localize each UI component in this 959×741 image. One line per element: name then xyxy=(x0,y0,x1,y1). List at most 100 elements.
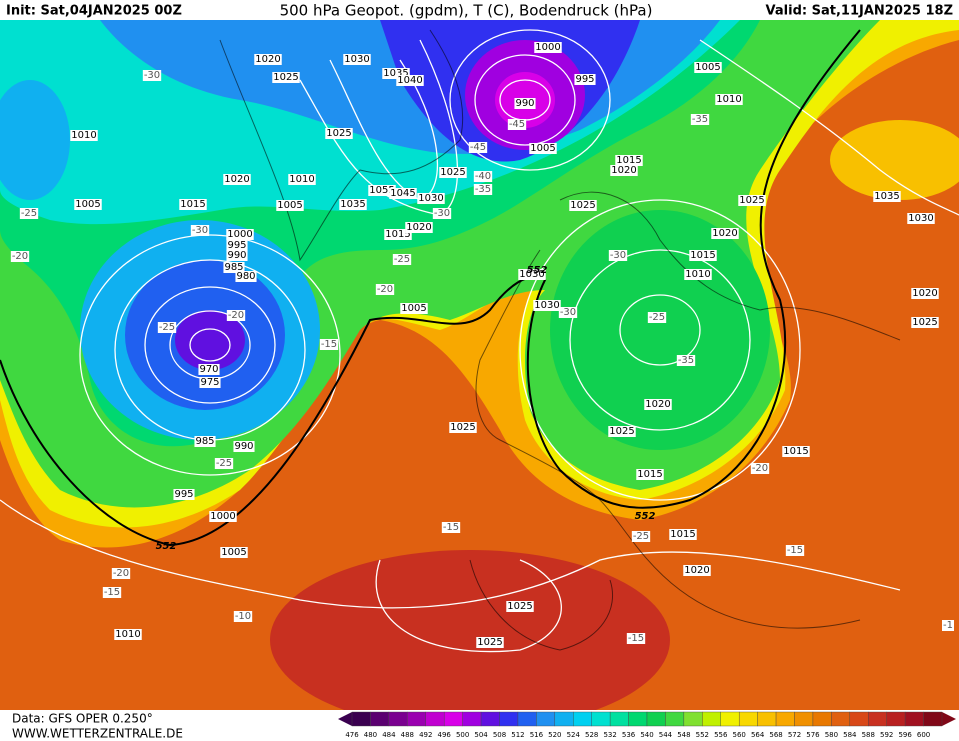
temperature-label-box xyxy=(142,70,162,81)
isobar-label-box xyxy=(226,250,248,261)
isobar-label: 1025 xyxy=(912,317,937,328)
colorbar-swatch xyxy=(794,711,814,727)
isobar-label: 1005 xyxy=(221,547,246,558)
isobar-label: 1010 xyxy=(115,629,140,640)
colorbar-swatch xyxy=(609,711,629,727)
temperature-label: -1 xyxy=(943,620,953,631)
isobar-label: 1025 xyxy=(507,601,532,612)
header-band xyxy=(0,0,959,20)
isobar-label: 990 xyxy=(227,250,246,261)
isobar-label: 1005 xyxy=(695,62,720,73)
colorbar-swatch xyxy=(720,711,740,727)
isobar-label: 1035 xyxy=(874,191,899,202)
isobar-label: 1015 xyxy=(690,250,715,261)
temperature-label-box xyxy=(19,208,39,219)
temperature-label: -15 xyxy=(104,587,120,598)
isobar-label: 1020 xyxy=(224,174,249,185)
colorbar-swatch xyxy=(351,711,371,727)
colorbar-swatch xyxy=(757,711,777,727)
isobar-label-box xyxy=(382,68,410,79)
temperature-label: -20 xyxy=(377,284,393,295)
isobar-label-box xyxy=(518,269,546,280)
temperature-label: -15 xyxy=(443,522,459,533)
temperature-label-box xyxy=(676,355,696,366)
isobar-label: 1000 xyxy=(227,229,252,240)
colorbar-label: 580 xyxy=(825,731,838,739)
isobar-label-box xyxy=(907,213,935,224)
isobar-label: 1025 xyxy=(609,426,634,437)
map-labels: 1020102510301035104010009959901005100510… xyxy=(10,42,954,648)
isobar-label-box xyxy=(70,130,98,141)
isobar-label-box xyxy=(514,98,536,109)
temperature-label: -25 xyxy=(159,322,175,333)
colorbar-label: 512 xyxy=(511,731,524,739)
isobar-label-box xyxy=(782,446,810,457)
colorbar-label: 496 xyxy=(438,731,452,739)
isobar-label: 1000 xyxy=(535,42,560,53)
isobar-label: 1035 xyxy=(383,68,408,79)
colorbar-swatch xyxy=(904,711,924,727)
temperature-label-box xyxy=(626,633,646,644)
field-orange-east xyxy=(830,120,959,200)
isobar-label: 990 xyxy=(234,441,253,452)
isobar-label: 1025 xyxy=(326,128,351,139)
temperature-label-box xyxy=(647,312,667,323)
isobar-label: 1010 xyxy=(71,130,96,141)
isobar-label-box xyxy=(209,511,237,522)
isobar-label: 985 xyxy=(195,436,214,447)
isobar-label-box xyxy=(694,62,722,73)
temperature-label: -25 xyxy=(394,254,410,265)
isobar-label-box xyxy=(233,441,255,452)
temperature-label-box xyxy=(468,142,488,153)
isobar-label-box xyxy=(288,174,316,185)
isobar-label: 1015 xyxy=(616,155,641,166)
isobar-label-box xyxy=(533,300,561,311)
isobar-label-box xyxy=(636,469,664,480)
field-warm-core xyxy=(270,550,670,710)
isobar-label-box xyxy=(608,426,636,437)
colorbar-swatch xyxy=(831,711,851,727)
colorbar-label: 476 xyxy=(345,731,359,739)
isobar-label-box xyxy=(439,167,467,178)
isobar-label: 1030 xyxy=(418,193,443,204)
colorbar-label: 504 xyxy=(474,731,488,739)
temperature-label-box xyxy=(111,568,131,579)
isobar-label-box xyxy=(669,529,697,540)
isobar-label: 1025 xyxy=(273,72,298,83)
temperature-label-box xyxy=(473,184,493,195)
colorbar-swatch xyxy=(554,711,574,727)
isobar-label: 1015 xyxy=(670,529,695,540)
colorbar-label: 584 xyxy=(843,731,857,739)
temperature-label: -15 xyxy=(321,339,337,350)
colorbar: 476 480 484 488 492 496 500 504 508 512 516 520 524 5… xyxy=(338,711,956,739)
data-source: Data: GFS OPER 0.250° xyxy=(12,712,153,726)
colorbar-label: 500 xyxy=(456,731,469,739)
isobar-label-box xyxy=(223,262,245,273)
colorbar-swatch xyxy=(573,711,592,727)
isobar-label: 1005 xyxy=(530,143,555,154)
temperature-label: -40 xyxy=(475,171,491,182)
isobar-label-box xyxy=(417,193,445,204)
field-trough-east xyxy=(550,210,770,450)
colorbar-swatch xyxy=(425,711,445,727)
temperature-label-box xyxy=(190,225,210,236)
colorbar-label: 492 xyxy=(419,731,432,739)
isobar-label: 980 xyxy=(236,271,255,282)
colorbar-label: 508 xyxy=(493,731,506,739)
isobar-label: 990 xyxy=(515,98,534,109)
isobar-label: 1015 xyxy=(385,229,410,240)
isobar-label-box xyxy=(911,288,939,299)
colorbar-arrow-right xyxy=(942,712,956,726)
isobar-label-box xyxy=(74,199,102,210)
isobar-label: 1045 xyxy=(390,188,415,199)
colorbar-label: 560 xyxy=(733,731,746,739)
colorbar-label: 528 xyxy=(585,731,598,739)
isobar-label-box xyxy=(339,199,367,210)
isobar-label: 1005 xyxy=(75,199,100,210)
colorbar-arrow-left xyxy=(338,712,352,726)
colorbar-label: 596 xyxy=(898,731,912,739)
isobar-label-box xyxy=(449,422,477,433)
colorbar-label: 556 xyxy=(714,731,728,739)
colorbar-label: 544 xyxy=(659,731,673,739)
temperature-label-box xyxy=(473,171,493,182)
